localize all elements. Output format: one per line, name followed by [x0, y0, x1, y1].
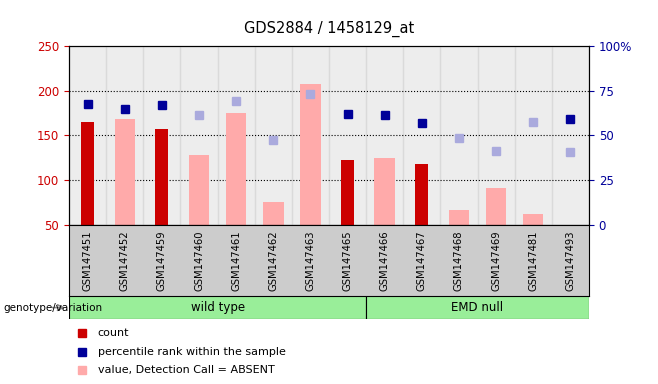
Text: GSM147452: GSM147452: [120, 230, 130, 291]
Text: value, Detection Call = ABSENT: value, Detection Call = ABSENT: [97, 365, 274, 375]
Bar: [255, 46, 292, 225]
Bar: [329, 46, 366, 225]
Bar: [478, 46, 515, 225]
Bar: [523, 214, 544, 225]
Bar: [552, 46, 589, 225]
Text: genotype/variation: genotype/variation: [3, 303, 103, 313]
Text: wild type: wild type: [191, 301, 245, 314]
Text: GSM147462: GSM147462: [268, 230, 278, 291]
Bar: [189, 155, 209, 225]
Bar: [69, 46, 106, 225]
Bar: [449, 210, 469, 225]
Bar: [263, 202, 284, 225]
Bar: [403, 46, 440, 225]
Bar: [300, 84, 320, 225]
Text: EMD null: EMD null: [451, 301, 503, 314]
Text: GSM147493: GSM147493: [565, 230, 575, 291]
Bar: [106, 46, 143, 225]
Text: GSM147451: GSM147451: [83, 230, 93, 291]
Text: GSM147467: GSM147467: [417, 230, 427, 291]
Text: GSM147461: GSM147461: [231, 230, 241, 291]
Text: percentile rank within the sample: percentile rank within the sample: [97, 347, 286, 357]
Bar: [341, 161, 354, 225]
Bar: [226, 113, 246, 225]
Bar: [515, 46, 552, 225]
Bar: [440, 46, 478, 225]
Text: GDS2884 / 1458129_at: GDS2884 / 1458129_at: [244, 21, 414, 37]
Text: GSM147469: GSM147469: [491, 230, 501, 291]
Text: GSM147481: GSM147481: [528, 230, 538, 291]
Text: GSM147468: GSM147468: [454, 230, 464, 291]
Bar: [180, 46, 218, 225]
Bar: [81, 122, 94, 225]
Bar: [69, 296, 366, 319]
Text: GSM147460: GSM147460: [194, 230, 204, 291]
Text: count: count: [97, 328, 129, 338]
Bar: [114, 119, 135, 225]
Bar: [486, 188, 506, 225]
Bar: [292, 46, 329, 225]
Bar: [374, 158, 395, 225]
Text: GSM147466: GSM147466: [380, 230, 390, 291]
Bar: [366, 46, 403, 225]
Bar: [143, 46, 180, 225]
Text: GSM147465: GSM147465: [343, 230, 353, 291]
Bar: [155, 129, 168, 225]
Text: GSM147459: GSM147459: [157, 230, 167, 291]
Text: GSM147463: GSM147463: [305, 230, 315, 291]
Bar: [218, 46, 255, 225]
Bar: [415, 164, 428, 225]
Bar: [366, 296, 589, 319]
